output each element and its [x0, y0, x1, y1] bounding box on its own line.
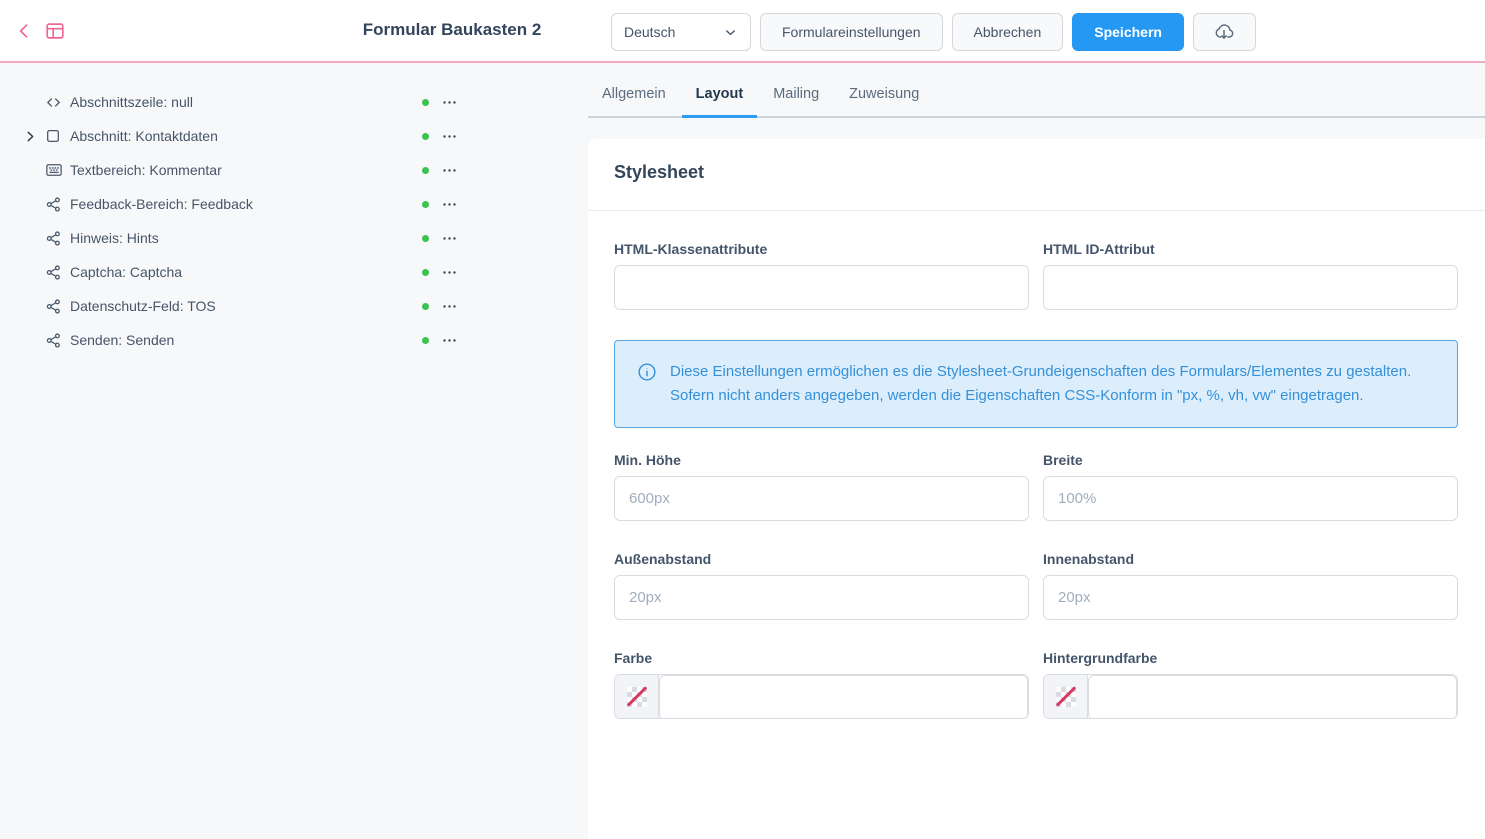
save-button[interactable]: Speichern	[1072, 13, 1184, 51]
element-tree: Abschnittszeile: null Abschnitt: Kontakt…	[24, 85, 460, 357]
tree-item[interactable]: Datenschutz-Feld: TOS	[24, 289, 460, 323]
more-options-icon[interactable]	[441, 94, 458, 111]
width-input[interactable]	[1043, 476, 1458, 521]
tree-item-label: Senden: Senden	[70, 332, 175, 348]
tab-mailing[interactable]: Mailing	[773, 86, 820, 102]
margin-input[interactable]	[614, 575, 1029, 620]
cloud-download-button[interactable]	[1192, 13, 1256, 51]
tree-item-label: Hinweis: Hints	[70, 230, 159, 246]
tree-item[interactable]: Hinweis: Hints	[24, 221, 460, 255]
color-label: Farbe	[614, 650, 653, 666]
no-color-swatch-icon	[626, 686, 647, 707]
section-heading: Stylesheet	[614, 162, 705, 182]
more-options-icon[interactable]	[441, 196, 458, 213]
share-icon	[45, 331, 63, 349]
textarea-icon	[45, 161, 63, 179]
cancel-button[interactable]: Abbrechen	[951, 13, 1064, 51]
cloud-download-icon	[1213, 21, 1235, 43]
back-chevron-icon[interactable]	[14, 21, 34, 41]
status-dot	[422, 234, 429, 242]
divider	[588, 210, 1485, 211]
language-select[interactable]: Deutsch	[611, 13, 751, 51]
tree-item[interactable]: Textbereich: Kommentar	[24, 153, 460, 187]
color-input[interactable]	[659, 675, 1028, 718]
more-options-icon[interactable]	[441, 332, 458, 349]
status-dot	[422, 200, 429, 208]
status-dot	[422, 302, 429, 310]
min-height-input[interactable]	[614, 476, 1029, 521]
padding-input[interactable]	[1043, 575, 1458, 620]
more-options-icon[interactable]	[441, 298, 458, 315]
info-box: Diese Einstellungen ermöglichen es die S…	[614, 340, 1458, 428]
margin-label: Außenabstand	[614, 551, 712, 567]
language-select-value: Deutsch	[624, 24, 676, 40]
bg-color-field	[1043, 674, 1458, 719]
page-title: Formular Baukasten 2	[362, 20, 542, 39]
more-options-icon[interactable]	[441, 128, 458, 145]
status-dot	[422, 166, 429, 174]
color-picker-button[interactable]	[615, 675, 659, 718]
status-dot	[422, 98, 429, 106]
status-dot	[422, 268, 429, 276]
tree-item-label: Abschnittszeile: null	[70, 94, 193, 110]
tab-bar: Allgemein Layout Mailing Zuweisung	[588, 63, 1485, 118]
tab-layout[interactable]: Layout	[681, 86, 758, 118]
tree-item[interactable]: Feedback-Bereich: Feedback	[24, 187, 460, 221]
info-text: Diese Einstellungen ermöglichen es die S…	[670, 363, 1412, 404]
code-icon	[45, 93, 63, 111]
tab-zuweisung[interactable]: Zuweisung	[849, 86, 920, 102]
main-panel: Allgemein Layout Mailing Zuweisung Styleshe…	[588, 63, 1485, 839]
tab-allgemein[interactable]: Allgemein	[602, 86, 666, 102]
share-icon	[45, 263, 63, 281]
html-class-label: HTML-Klassenattribute	[614, 241, 768, 257]
app-header: Formular Baukasten 2 Deutsch Formularein…	[0, 0, 1485, 63]
share-icon	[45, 229, 63, 247]
bg-color-label: Hintergrundfarbe	[1043, 650, 1158, 666]
padding-label: Innenabstand	[1043, 551, 1135, 567]
status-dot	[422, 336, 429, 344]
bg-color-input[interactable]	[1088, 675, 1457, 718]
html-id-label: HTML ID-Attribut	[1043, 241, 1155, 257]
tree-item[interactable]: Abschnitt: Kontaktdaten	[24, 119, 460, 153]
tree-item[interactable]: Abschnittszeile: null	[24, 85, 460, 119]
share-icon	[45, 195, 63, 213]
tree-item-label: Feedback-Bereich: Feedback	[70, 196, 253, 212]
html-id-input[interactable]	[1043, 265, 1458, 310]
tree-item-label: Textbereich: Kommentar	[70, 162, 222, 178]
info-icon	[637, 362, 657, 408]
color-field	[614, 674, 1029, 719]
chevron-down-icon	[723, 25, 738, 40]
more-options-icon[interactable]	[441, 264, 458, 281]
layout-board-icon[interactable]	[44, 20, 66, 42]
more-options-icon[interactable]	[441, 162, 458, 179]
html-class-input[interactable]	[614, 265, 1029, 310]
min-height-label: Min. Höhe	[614, 452, 681, 468]
more-options-icon[interactable]	[441, 230, 458, 247]
chevron-right-icon[interactable]	[24, 130, 45, 143]
tree-item-label: Captcha: Captcha	[70, 264, 183, 280]
settings-card: Stylesheet HTML-Klassenattribute HTML ID…	[588, 139, 1485, 839]
share-icon	[45, 297, 63, 315]
bg-color-picker-button[interactable]	[1044, 675, 1088, 718]
tree-item-label: Datenschutz-Feld: TOS	[70, 298, 216, 314]
square-icon	[45, 127, 63, 145]
tree-item[interactable]: Senden: Senden	[24, 323, 460, 357]
no-color-swatch-icon	[1055, 686, 1076, 707]
tree-item-label: Abschnitt: Kontaktdaten	[70, 128, 218, 144]
status-dot	[422, 132, 429, 140]
width-label: Breite	[1043, 452, 1083, 468]
form-settings-button[interactable]: Formulareinstellungen	[760, 13, 943, 51]
tree-item[interactable]: Captcha: Captcha	[24, 255, 460, 289]
